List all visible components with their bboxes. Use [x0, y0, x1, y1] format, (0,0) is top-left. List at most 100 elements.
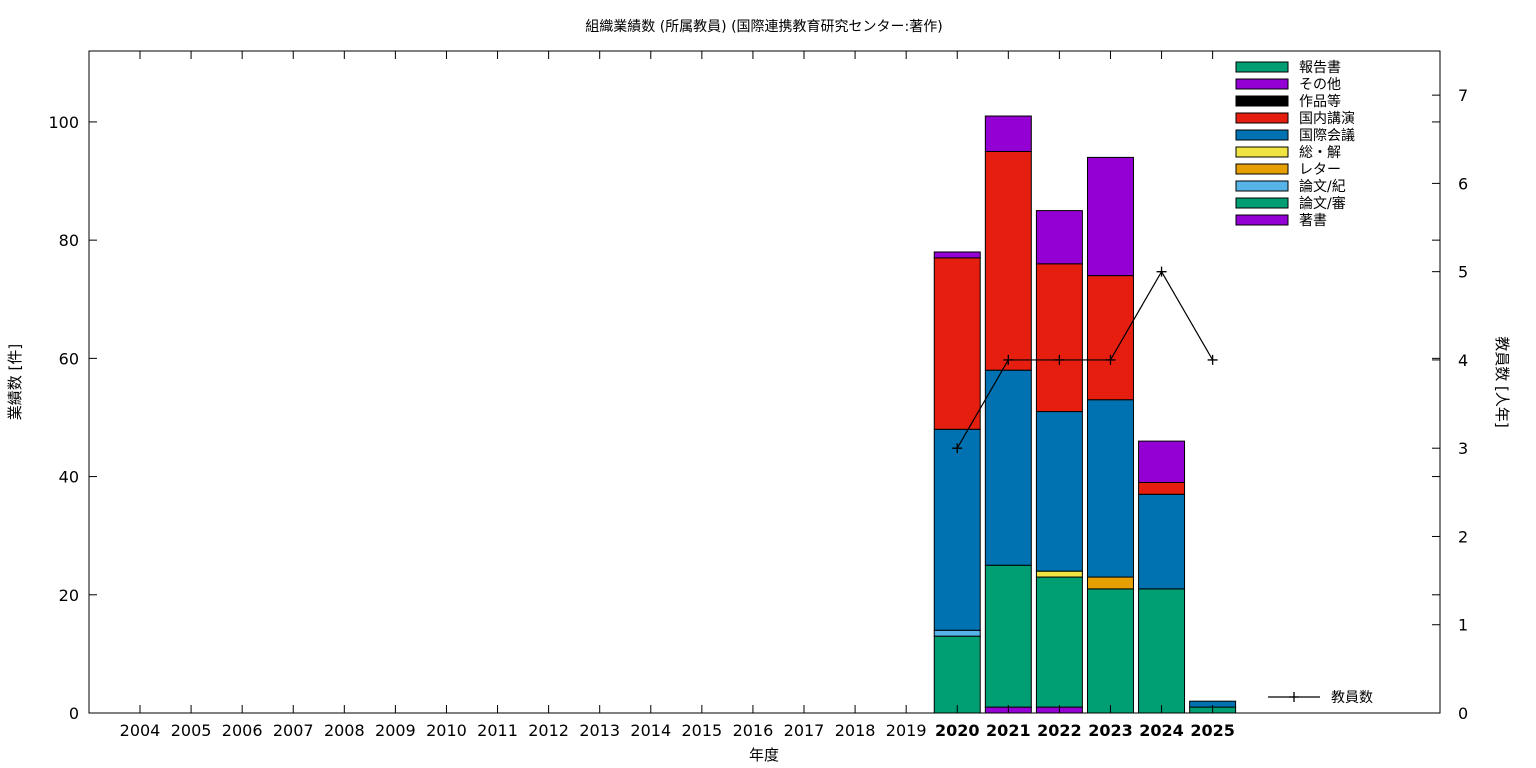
- bar-segment: [1086, 399, 1134, 578]
- y-tick-label: 20: [59, 586, 79, 605]
- line-point-marker: [1105, 354, 1116, 365]
- legend-label: 国際会議: [1299, 127, 1355, 144]
- y2-tick-label: 0: [1458, 704, 1468, 723]
- legend-swatch: [1235, 95, 1289, 107]
- chart-title: 組織業績数 (所属教員) (国際連携教育研究センター:著作): [585, 19, 942, 35]
- x-tick-label: 2011: [477, 721, 518, 740]
- bar-segment: [1086, 576, 1134, 590]
- y2-tick-label: 5: [1458, 263, 1468, 282]
- y-axis-ticks: 0 20 40 60 80 100: [48, 113, 1440, 723]
- bar-segment: [1086, 588, 1134, 714]
- line-point-marker: [1207, 354, 1218, 365]
- x-tick-label: 2025: [1190, 721, 1235, 740]
- x-tick-label: 2017: [784, 721, 825, 740]
- bar-segment: [1138, 481, 1186, 495]
- y-tick-label: 100: [48, 113, 79, 132]
- bar-segment: [1035, 411, 1083, 572]
- bar-segment: [933, 257, 981, 430]
- y2-tick-label: 3: [1458, 439, 1468, 458]
- legend-label: 作品等: [1299, 93, 1341, 110]
- bar-segment: [1035, 576, 1083, 708]
- legend-label: レター: [1299, 162, 1341, 178]
- x-tick-label: 2023: [1088, 721, 1133, 740]
- x-tick-label: 2014: [630, 721, 671, 740]
- bar-segment: [984, 150, 1032, 371]
- line-layer: [952, 266, 1218, 454]
- y2-tick-label: 4: [1458, 351, 1468, 370]
- legend-swatch: [1235, 180, 1289, 192]
- legend-swatch: [1235, 146, 1289, 158]
- x-tick-label: 2016: [733, 721, 774, 740]
- x-tick-label: 2005: [171, 721, 212, 740]
- legend-label: その他: [1299, 77, 1341, 93]
- bar-segment: [984, 564, 1032, 708]
- bar-segment: [933, 428, 981, 631]
- line-series-path: [956, 270, 1214, 449]
- x-tick-label: 2024: [1139, 721, 1184, 740]
- legend-swatch: [1235, 78, 1289, 90]
- bar-segment: [1035, 263, 1083, 413]
- y-tick-label: 60: [59, 349, 79, 368]
- bar-segment: [1138, 493, 1186, 590]
- y-axis-label: 業績数 [件]: [6, 344, 24, 420]
- bar-segment: [933, 629, 981, 637]
- y2-axis-label: 教員数 [人年]: [1493, 336, 1511, 427]
- legend-label: 論文/審: [1299, 196, 1346, 212]
- x-tick-label: 2012: [528, 721, 569, 740]
- x-tick-label: 2021: [986, 721, 1031, 740]
- y2-tick-label: 6: [1458, 174, 1468, 193]
- plot-frame: [88, 50, 1441, 714]
- bar-segment: [1138, 588, 1186, 714]
- y-tick-label: 0: [69, 704, 79, 723]
- bar-segment: [1086, 275, 1134, 401]
- bar-layer: [933, 115, 1237, 714]
- y2-tick-label: 2: [1458, 527, 1468, 546]
- x-tick-label: 2008: [324, 721, 365, 740]
- legend-label: 国内講演: [1299, 111, 1355, 127]
- legend-label: 総・解: [1299, 145, 1341, 161]
- legend-swatch: [1235, 129, 1289, 141]
- x-axis-label: 年度: [749, 746, 779, 764]
- x-tick-label: 2020: [935, 721, 980, 740]
- line-point-marker: [1156, 266, 1167, 277]
- legend-label: 論文/紀: [1299, 179, 1346, 195]
- line-point-marker: [952, 443, 963, 454]
- legend-line-label: 教員数: [1331, 690, 1373, 706]
- y2-axis-ticks: 0 1 2 3 4 5 6 7: [1432, 86, 1468, 723]
- legend-swatch: [1235, 61, 1289, 73]
- line-point-marker: [1054, 354, 1065, 365]
- x-tick-label: 2019: [886, 721, 927, 740]
- x-tick-label: 2004: [120, 721, 161, 740]
- x-tick-label: 2010: [426, 721, 467, 740]
- legend-swatch: [1235, 163, 1289, 175]
- x-tick-label: 2018: [835, 721, 876, 740]
- legend-swatch: [1235, 214, 1289, 226]
- y-tick-label: 40: [59, 468, 79, 487]
- y2-tick-label: 1: [1458, 616, 1468, 635]
- bar-segment: [933, 635, 981, 714]
- y-tick-label: 80: [59, 231, 79, 250]
- x-axis-ticks: 2004 2005 2006 2007 2008 2009 2010 2011 2012 2013…: [120, 51, 1235, 740]
- x-tick-label: 2006: [222, 721, 263, 740]
- bar-segment: [984, 369, 1032, 566]
- bar-segment: [984, 115, 1032, 152]
- legend-swatch: [1235, 197, 1289, 209]
- bar-segment: [933, 251, 981, 259]
- y2-tick-label: 7: [1458, 86, 1468, 105]
- bar-segment: [1035, 210, 1083, 265]
- bar-segment: [1138, 440, 1186, 483]
- x-tick-label: 2009: [375, 721, 416, 740]
- bar-segment: [1035, 570, 1083, 578]
- legend-swatch: [1235, 112, 1289, 124]
- legend-label: 著書: [1299, 213, 1327, 229]
- x-tick-label: 2015: [681, 721, 722, 740]
- x-tick-label: 2007: [273, 721, 314, 740]
- legend-label: 報告書: [1299, 60, 1341, 76]
- legend-line-marker: [1289, 692, 1299, 702]
- line-point-marker: [1003, 354, 1014, 365]
- x-tick-label: 2013: [579, 721, 620, 740]
- x-tick-label: 2022: [1037, 721, 1082, 740]
